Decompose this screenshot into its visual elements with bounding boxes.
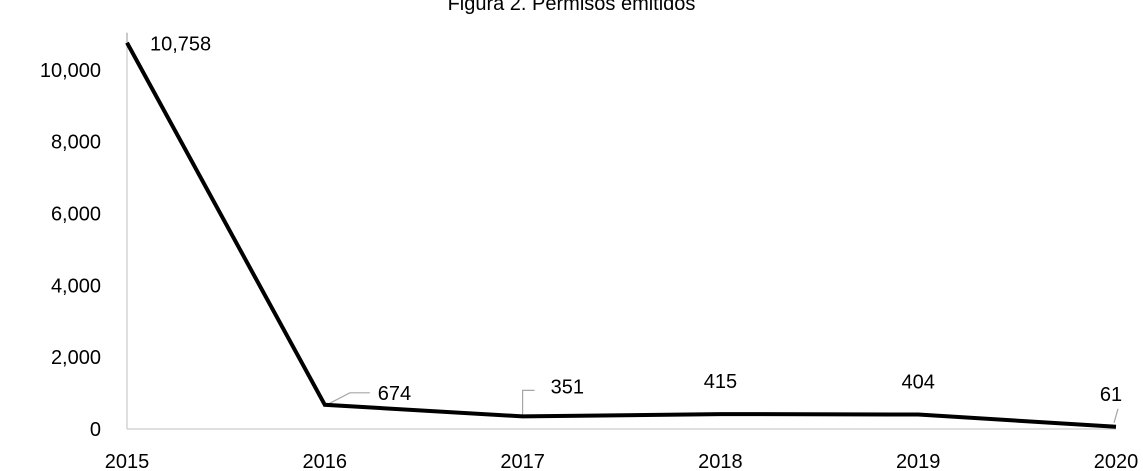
leader-line (521, 389, 535, 417)
x-tick-label: 2020 (1094, 451, 1139, 471)
data-label: 351 (551, 376, 584, 398)
y-tick-label: 4,000 (51, 275, 101, 297)
y-tick-label: 6,000 (51, 204, 101, 226)
x-tick-label: 2018 (698, 451, 743, 471)
y-tick-label: 10,000 (40, 60, 101, 82)
series-group (125, 41, 1117, 429)
data-label: 404 (902, 371, 935, 393)
y-tick-label: 2,000 (51, 347, 101, 369)
axes-group: 0 2,000 4,000 6,000 8,000 10,000 2015 2016 2017 2… (40, 34, 1138, 471)
y-tick-label: 0 (90, 419, 101, 441)
leader-lines-group (126, 32, 1119, 423)
data-label: 61 (1100, 384, 1122, 406)
data-label: 10,758 (150, 34, 211, 56)
x-tick-label: 2019 (896, 451, 941, 471)
data-label: 674 (378, 383, 411, 405)
y-tick-label: 8,000 (51, 132, 101, 154)
x-tick-label: 2016 (303, 451, 348, 471)
leader-line (326, 392, 370, 406)
labels-group: 10,758 674 351 415 404 61 (150, 34, 1122, 406)
data-label: 415 (704, 371, 737, 393)
chart-title: Figura 2. Permisos emitidos (447, 0, 696, 15)
leader-line (1113, 408, 1119, 423)
x-tick-label: 2017 (500, 451, 545, 471)
x-tick-label: 2015 (105, 451, 150, 471)
series-line (125, 41, 1117, 429)
